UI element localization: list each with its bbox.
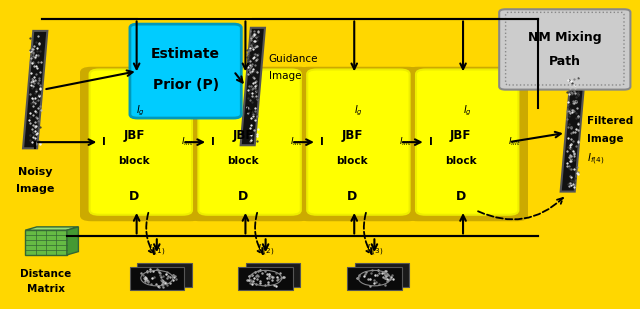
Text: block: block <box>227 156 259 166</box>
Text: block: block <box>336 156 368 166</box>
Polygon shape <box>23 31 47 148</box>
Text: Path: Path <box>549 55 581 68</box>
Text: D: D <box>347 190 357 203</box>
Text: $I_{f(4)}$: $I_{f(4)}$ <box>587 151 604 167</box>
Text: $I_{filt}$: $I_{filt}$ <box>399 136 412 148</box>
FancyBboxPatch shape <box>198 70 301 215</box>
Polygon shape <box>239 266 292 290</box>
Text: I: I <box>102 137 106 147</box>
FancyBboxPatch shape <box>189 67 310 221</box>
Text: $I_{filt}$: $I_{filt}$ <box>508 136 520 148</box>
FancyBboxPatch shape <box>90 70 192 215</box>
Polygon shape <box>241 28 265 145</box>
FancyBboxPatch shape <box>307 70 410 215</box>
Polygon shape <box>129 266 184 290</box>
Text: block: block <box>445 156 477 166</box>
Text: D: D <box>456 190 466 203</box>
Text: I: I <box>320 137 324 147</box>
Text: $I_{filt}$: $I_{filt}$ <box>290 136 303 148</box>
Text: Image: Image <box>587 134 623 144</box>
Polygon shape <box>138 263 192 287</box>
FancyBboxPatch shape <box>406 67 528 221</box>
FancyBboxPatch shape <box>416 70 518 215</box>
Polygon shape <box>561 74 585 192</box>
Text: $I_g$: $I_g$ <box>136 104 145 118</box>
FancyBboxPatch shape <box>80 67 202 221</box>
Text: JBF: JBF <box>232 129 254 142</box>
Text: JBF: JBF <box>450 129 472 142</box>
Text: $I_{filt}$: $I_{filt}$ <box>181 136 194 148</box>
Text: D: D <box>238 190 248 203</box>
Text: $I_g$: $I_g$ <box>354 104 363 118</box>
Text: $I_g$: $I_g$ <box>463 104 472 118</box>
Polygon shape <box>347 266 402 290</box>
Text: Matrix: Matrix <box>27 284 65 294</box>
Text: Image: Image <box>16 184 54 194</box>
Text: $I_{f(1)}$: $I_{f(1)}$ <box>148 243 165 258</box>
Text: Filtered: Filtered <box>587 116 633 125</box>
Text: $I_{f(3)}$: $I_{f(3)}$ <box>366 243 383 258</box>
Text: $I_{f(2)}$: $I_{f(2)}$ <box>257 243 274 258</box>
Text: I: I <box>429 137 433 147</box>
FancyBboxPatch shape <box>499 9 630 90</box>
Text: block: block <box>118 156 150 166</box>
FancyBboxPatch shape <box>130 24 241 118</box>
Text: I: I <box>211 137 215 147</box>
Text: Image: Image <box>269 71 301 81</box>
Text: Distance: Distance <box>20 269 72 279</box>
Polygon shape <box>246 263 301 287</box>
Text: JBF: JBF <box>341 129 363 142</box>
Text: $I_g$: $I_g$ <box>245 104 254 118</box>
Text: NM Mixing: NM Mixing <box>528 31 602 44</box>
Text: Guidance: Guidance <box>269 54 318 64</box>
Text: D: D <box>129 190 140 203</box>
Bar <box>25 230 67 255</box>
FancyBboxPatch shape <box>298 67 419 221</box>
Text: Estimate: Estimate <box>151 47 220 61</box>
Polygon shape <box>355 263 410 287</box>
Text: JBF: JBF <box>124 129 145 142</box>
Text: Noisy: Noisy <box>18 167 52 177</box>
Polygon shape <box>25 227 79 230</box>
Polygon shape <box>67 227 79 255</box>
Text: Prior (P): Prior (P) <box>152 78 219 92</box>
